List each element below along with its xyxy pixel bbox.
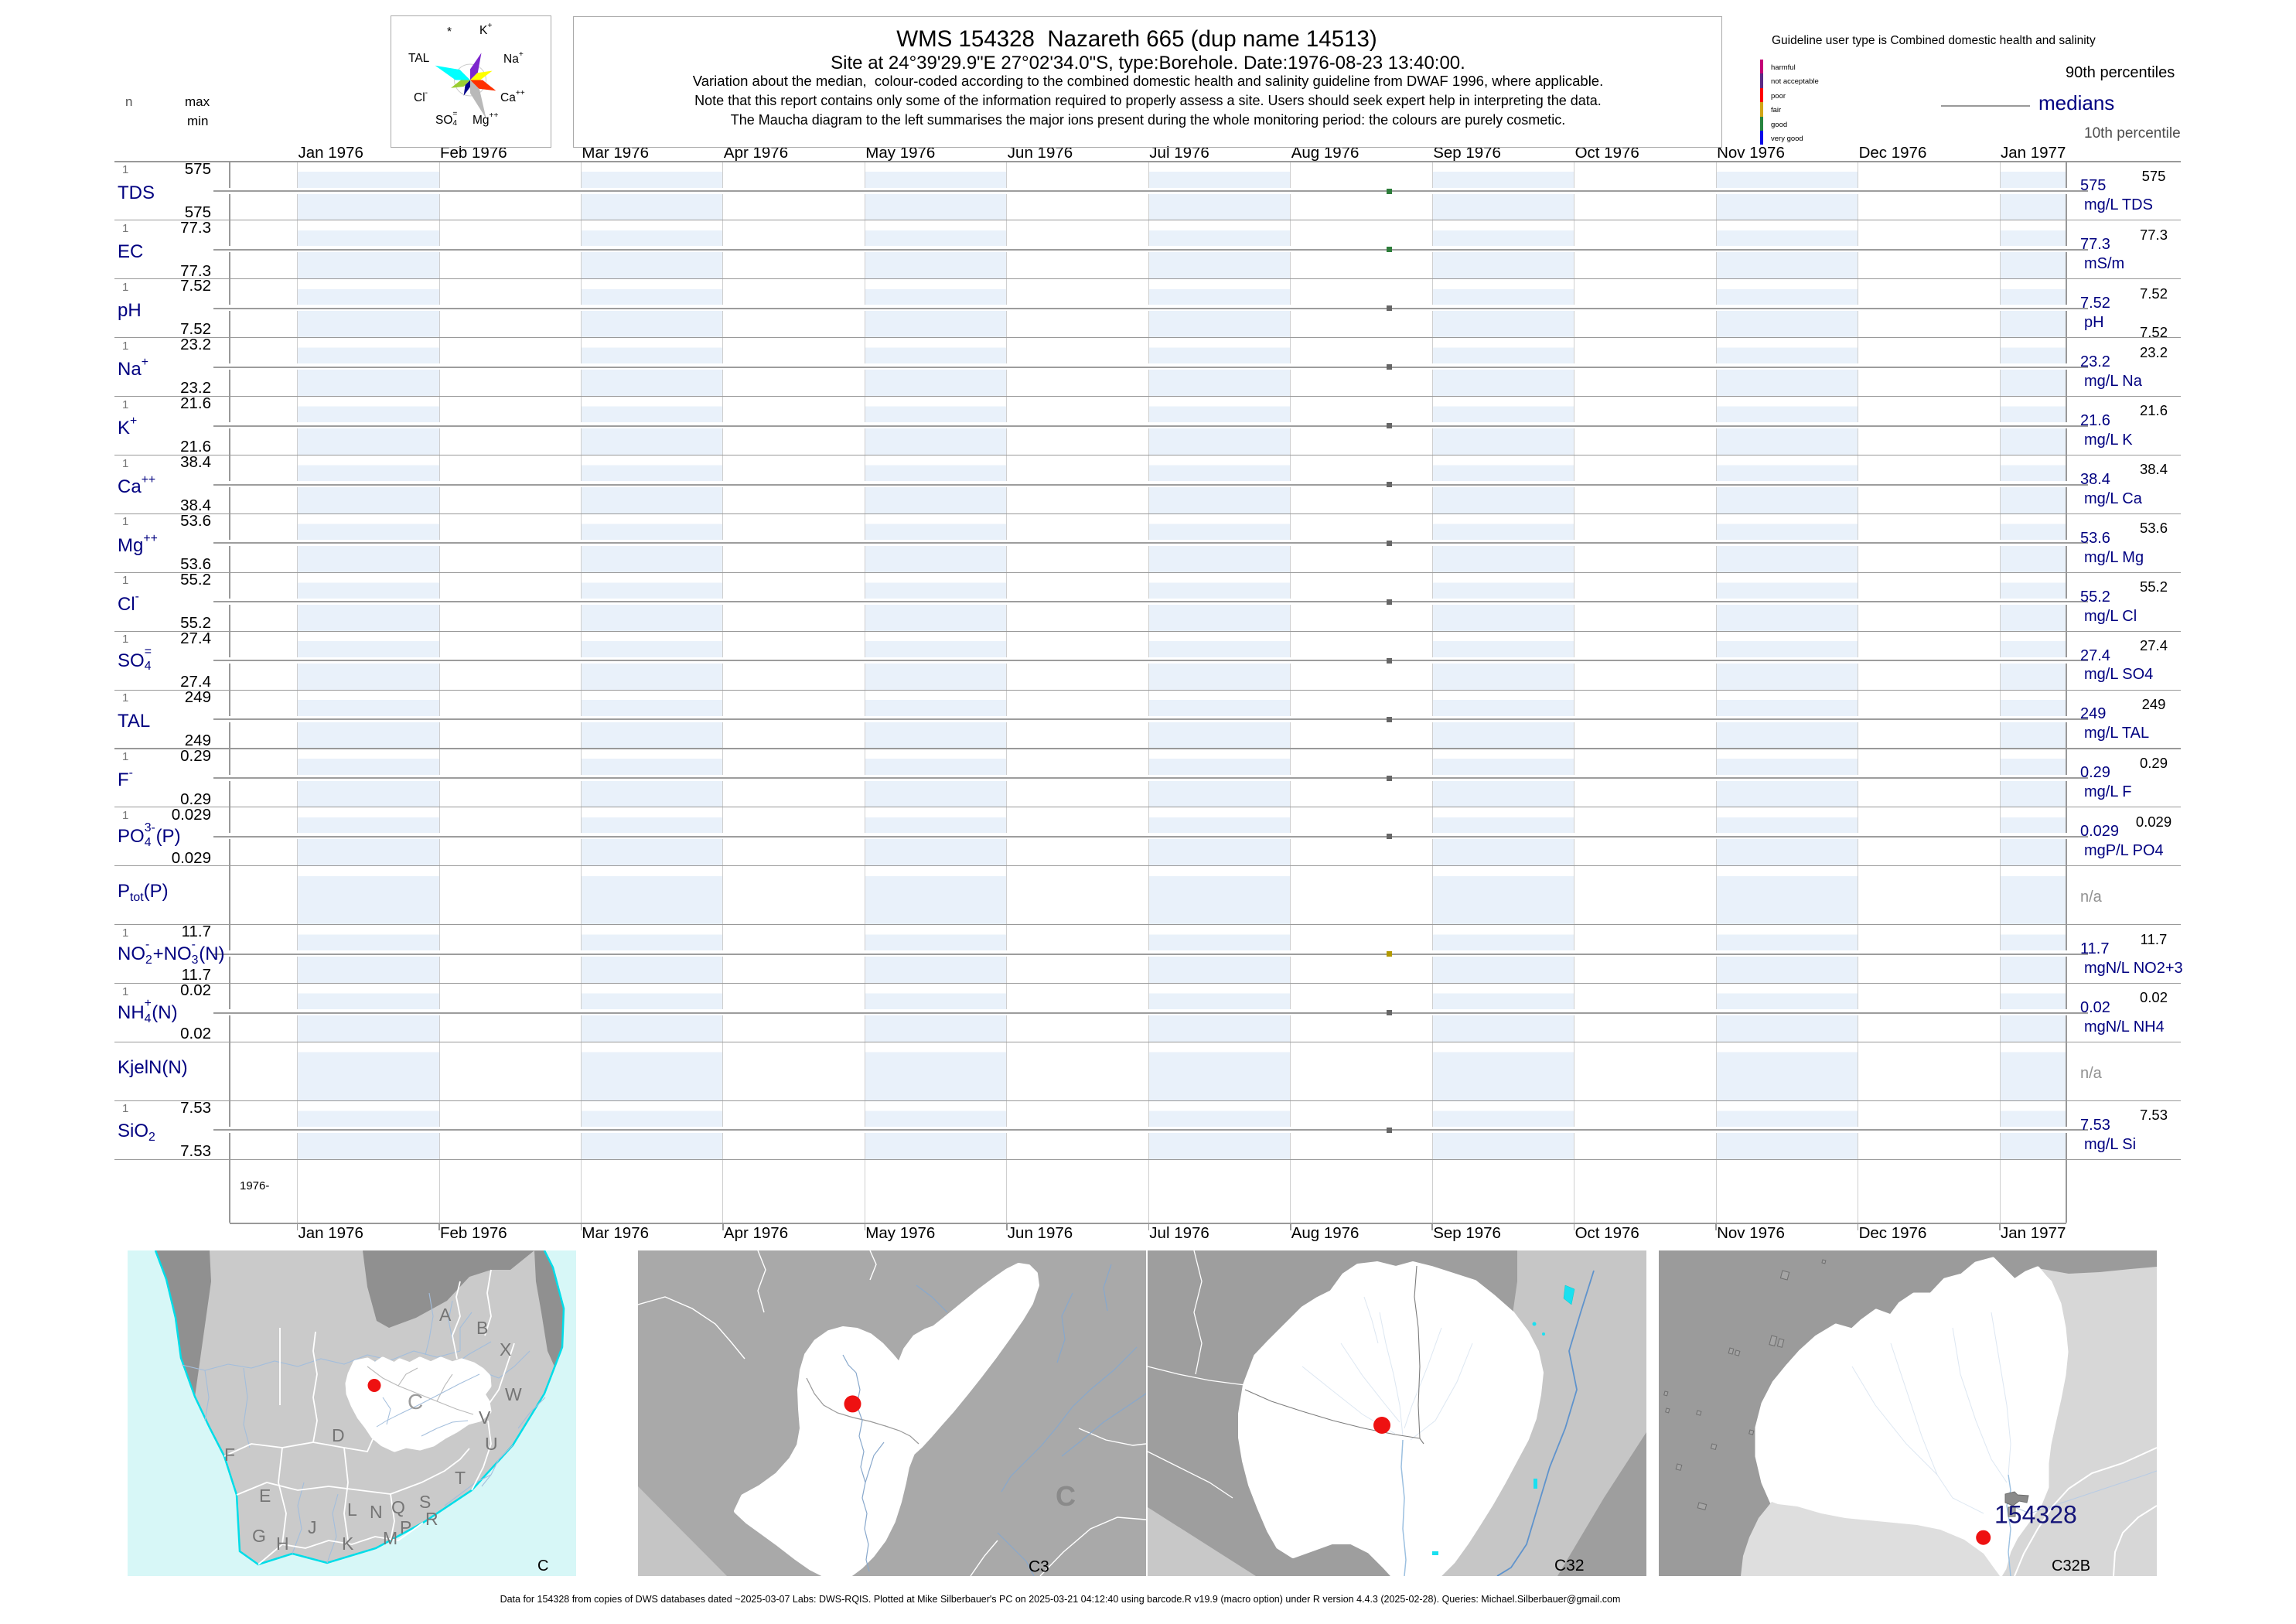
- svg-text:C: C: [537, 1557, 548, 1575]
- svg-text:V: V: [479, 1407, 491, 1428]
- svg-text:N: N: [370, 1502, 383, 1522]
- svg-text:D: D: [332, 1425, 345, 1445]
- svg-text:W: W: [505, 1384, 522, 1404]
- svg-text:Q: Q: [391, 1497, 405, 1517]
- svg-text:154328: 154328: [1994, 1500, 2077, 1528]
- svg-text:C3: C3: [1029, 1557, 1049, 1575]
- svg-text:U: U: [485, 1434, 498, 1454]
- svg-text:R: R: [425, 1509, 438, 1529]
- svg-text:M: M: [383, 1528, 397, 1548]
- svg-text:F: F: [224, 1445, 235, 1465]
- svg-text:C: C: [1056, 1480, 1076, 1512]
- svg-text:K: K: [342, 1534, 354, 1554]
- svg-text:X: X: [500, 1339, 511, 1360]
- svg-text:C32B: C32B: [2052, 1557, 2090, 1575]
- svg-text:S: S: [419, 1492, 431, 1512]
- svg-text:E: E: [259, 1486, 271, 1506]
- svg-text:J: J: [308, 1517, 317, 1537]
- svg-text:L: L: [347, 1499, 357, 1520]
- svg-text:H: H: [276, 1534, 289, 1554]
- svg-text:B: B: [476, 1318, 488, 1338]
- svg-text:P: P: [400, 1517, 411, 1537]
- svg-text:A: A: [439, 1305, 452, 1325]
- svg-text:T: T: [455, 1468, 466, 1488]
- svg-text:C32: C32: [1554, 1557, 1585, 1575]
- svg-text:C: C: [408, 1390, 423, 1414]
- svg-text:G: G: [252, 1526, 266, 1546]
